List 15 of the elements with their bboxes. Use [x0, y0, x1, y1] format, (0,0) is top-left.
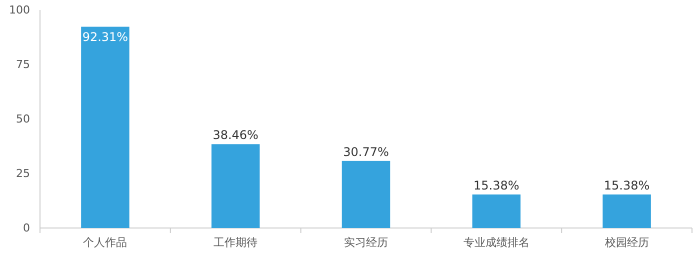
- y-tick-label: 75: [16, 58, 30, 71]
- x-tick-label: 个人作品: [83, 236, 128, 249]
- y-tick-label: 0: [23, 222, 30, 234]
- y-tick-label: 100: [9, 4, 30, 16]
- data-label: 15.38%: [474, 178, 520, 192]
- data-label: 30.77%: [343, 144, 389, 159]
- x-tick-label: 实习经历: [344, 236, 388, 249]
- x-tick-label: 工作期待: [214, 236, 258, 249]
- y-tick-label: 25: [16, 167, 30, 180]
- data-label: 92.31%: [82, 30, 128, 44]
- x-tick-label: 专业成绩排名: [463, 236, 530, 249]
- data-label: 15.38%: [604, 178, 650, 192]
- y-tick-label: 50: [16, 112, 30, 126]
- x-tick-label: 校园经历: [604, 236, 649, 249]
- data-label: 38.46%: [212, 128, 258, 142]
